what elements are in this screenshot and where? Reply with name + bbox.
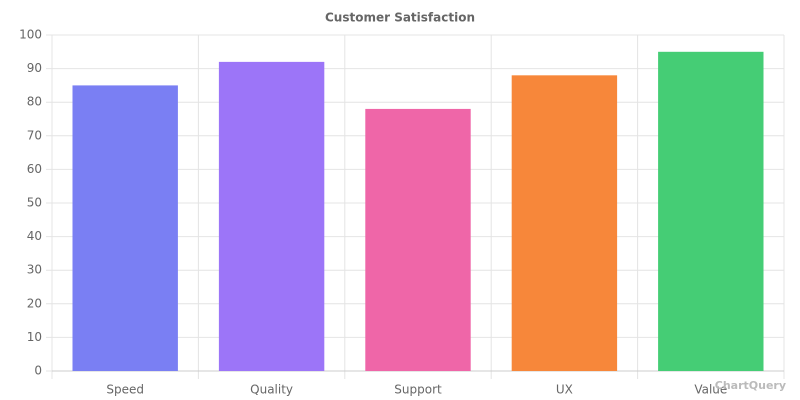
x-tick-label: Value xyxy=(694,383,727,397)
y-tick-label: 50 xyxy=(27,196,42,210)
watermark: ChartQuery xyxy=(715,379,786,392)
bar xyxy=(365,108,471,372)
bar xyxy=(658,51,764,372)
y-tick-label: 10 xyxy=(27,330,42,344)
x-tick-label: Quality xyxy=(250,383,293,397)
x-tick-label: Support xyxy=(394,383,442,397)
y-tick-label: 20 xyxy=(27,296,42,310)
bar xyxy=(511,75,618,371)
y-tick-label: 40 xyxy=(27,229,42,243)
y-tick-label: 100 xyxy=(19,28,42,42)
bar xyxy=(72,85,178,372)
y-tick-label: 30 xyxy=(27,263,42,277)
y-tick-label: 60 xyxy=(27,162,42,176)
y-tick-label: 80 xyxy=(27,95,42,109)
x-tick-label: Speed xyxy=(106,383,144,397)
bar xyxy=(218,61,325,371)
x-tick-label: UX xyxy=(556,383,573,397)
chart-title: Customer Satisfaction xyxy=(325,11,475,25)
y-tick-label: 0 xyxy=(34,364,42,378)
y-tick-label: 70 xyxy=(27,128,42,142)
y-tick-label: 90 xyxy=(27,61,42,75)
